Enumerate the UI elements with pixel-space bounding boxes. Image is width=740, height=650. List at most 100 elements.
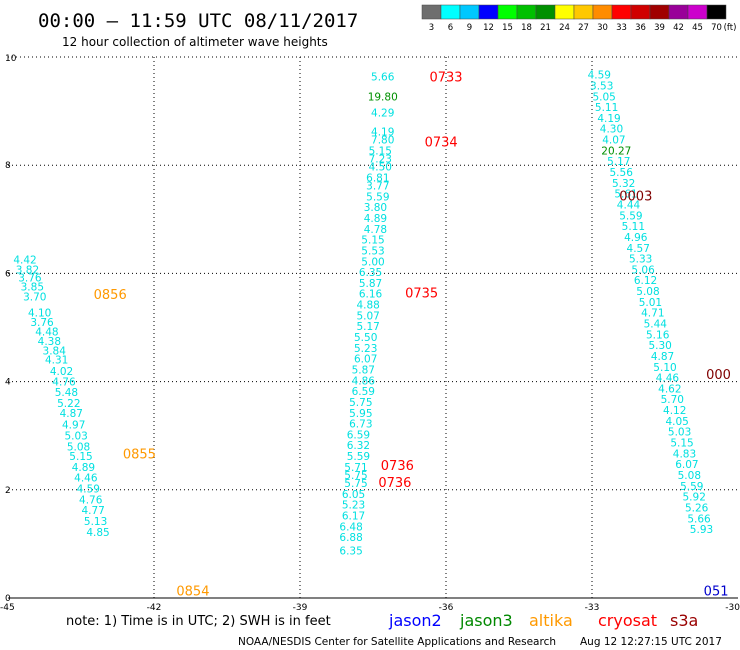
color-scale-swatch — [687, 4, 708, 20]
wave-height-value: 5.30 — [648, 340, 671, 352]
color-scale-label: (ft) — [724, 23, 737, 33]
wave-height-value: 4.59 — [588, 70, 611, 82]
wave-height-value: 4.71 — [641, 308, 664, 320]
color-scale-swatch — [592, 4, 613, 20]
color-scale-label: 33 — [616, 23, 627, 33]
color-scale-swatch — [706, 4, 727, 20]
wave-height-value: 5.50 — [354, 332, 377, 344]
wave-height-value: 5.08 — [636, 286, 659, 298]
y-tick-label: 4 — [5, 378, 11, 388]
wave-height-value: 5.32 — [612, 178, 635, 190]
wave-height-value: 6.59 — [352, 386, 375, 398]
wave-height-value: 6.05 — [342, 489, 365, 501]
wave-height-value: 5.22 — [57, 398, 80, 410]
wave-height-value: 5.00 — [361, 256, 384, 268]
wave-height-value: 5.66 — [687, 513, 711, 525]
wave-height-value: 5.66 — [371, 71, 395, 83]
pass-time-label: 0856 — [94, 288, 127, 303]
wave-height-value: 5.93 — [690, 524, 713, 536]
wave-height-value: 5.75 — [349, 397, 372, 409]
color-scale-swatch — [554, 4, 575, 20]
pass-time-label: 0734 — [425, 135, 458, 150]
chart-title: 00:00 – 11:59 UTC 08/11/2017 — [38, 10, 358, 32]
wave-height-value: 5.05 — [592, 91, 615, 103]
wave-height-value: 20.27 — [601, 145, 631, 157]
wave-height-value: 4.89 — [72, 462, 95, 474]
color-scale-label: 15 — [502, 23, 513, 33]
wave-height-value: 4.05 — [665, 416, 688, 428]
wave-height-value: 5.33 — [629, 254, 652, 266]
wave-height-value: 3.82 — [16, 264, 39, 276]
color-scale-label: 24 — [559, 23, 570, 33]
wave-height-value: 3.76 — [18, 273, 42, 285]
wave-height-value: 5.17 — [607, 156, 630, 168]
y-tick-label: 0 — [5, 594, 11, 604]
satellite-legend-jason3: jason3 — [459, 611, 513, 630]
wave-height-value: 5.23 — [342, 500, 365, 512]
wave-height-value: 5.08 — [67, 441, 90, 453]
y-tick-label: 8 — [5, 161, 11, 171]
x-tick-label: -33 — [585, 603, 600, 613]
wave-height-value: 6.88 — [339, 532, 362, 544]
wave-height-value: 6.17 — [342, 511, 365, 523]
wave-height-value: 4.78 — [364, 224, 387, 236]
wave-height-value: 6.81 — [366, 172, 389, 184]
x-tick-label: -39 — [293, 603, 308, 613]
color-scale-swatch — [459, 4, 480, 20]
wave-height-value: 5.03 — [64, 430, 87, 442]
color-scale-label: 12 — [483, 23, 494, 33]
wave-height-value: 5.75 — [344, 478, 367, 490]
y-tick-label: 10 — [5, 54, 17, 64]
x-tick-label: -42 — [147, 603, 162, 613]
wave-height-value: 5.03 — [668, 427, 691, 439]
wave-height-value: 5.15 — [670, 438, 693, 450]
y-tick-label: 6 — [5, 269, 11, 279]
wave-height-value: 4.59 — [77, 484, 100, 496]
wave-height-value: 4.89 — [364, 213, 387, 225]
wave-height-value: 4.48 — [35, 327, 58, 339]
wave-height-value: 5.70 — [661, 394, 684, 406]
color-scale-label: 9 — [467, 23, 472, 33]
wave-height-value: 7.23 — [369, 153, 392, 165]
pass-time-label: 0735 — [405, 287, 438, 302]
wave-height-value: 19.80 — [368, 91, 398, 103]
wave-height-value: 4.57 — [627, 243, 650, 255]
wave-height-value: 5.11 — [595, 102, 618, 114]
color-scale-swatch — [630, 4, 651, 20]
color-scale-label: 21 — [540, 23, 551, 33]
wave-height-value: 6.07 — [354, 354, 377, 366]
wave-height-value: 3.80 — [364, 202, 387, 214]
color-scale-swatch — [573, 4, 594, 20]
color-scale-label: 30 — [597, 23, 608, 33]
wave-height-value: 3.77 — [366, 181, 389, 193]
wave-height-value: 5.15 — [69, 451, 92, 463]
pass-time-label: 0733 — [429, 70, 462, 85]
wave-height-value: 5.48 — [55, 387, 78, 399]
color-scale-label: 70 — [711, 23, 722, 33]
wave-height-value: 5.56 — [610, 167, 634, 179]
wave-height-value: 5.87 — [352, 364, 375, 376]
wave-height-value: 4.19 — [371, 126, 394, 138]
wave-height-value: 5.53 — [361, 245, 384, 257]
wave-height-value: 6.12 — [634, 275, 657, 287]
color-scale-swatch — [440, 4, 461, 20]
wave-height-value: 4.29 — [371, 108, 394, 120]
wave-height-value: 5.16 — [646, 329, 670, 341]
wave-height-value: 4.97 — [62, 420, 85, 432]
wave-height-value: 5.08 — [678, 470, 701, 482]
color-scale-label: 3 — [429, 23, 434, 33]
credit-timestamp: Aug 12 12:27:15 UTC 2017 — [580, 636, 722, 648]
wave-height-value: 4.88 — [356, 300, 379, 312]
color-scale-swatch — [478, 4, 499, 20]
wave-height-value: 4.96 — [624, 232, 648, 244]
color-scale-swatch — [535, 4, 556, 20]
footer-note: note: 1) Time is in UTC; 2) SWH is in fe… — [66, 614, 331, 629]
pass-time-label: 0854 — [176, 584, 209, 599]
wave-height-value: 3.70 — [23, 291, 46, 303]
color-scale-swatch — [611, 4, 632, 20]
axis-tick-labels: -45 -42 -39 -36 -33 -30 0 2 4 6 8 10 — [0, 54, 740, 613]
wave-height-value: 3.84 — [43, 346, 67, 358]
wave-height-value: 5.59 — [680, 481, 703, 493]
